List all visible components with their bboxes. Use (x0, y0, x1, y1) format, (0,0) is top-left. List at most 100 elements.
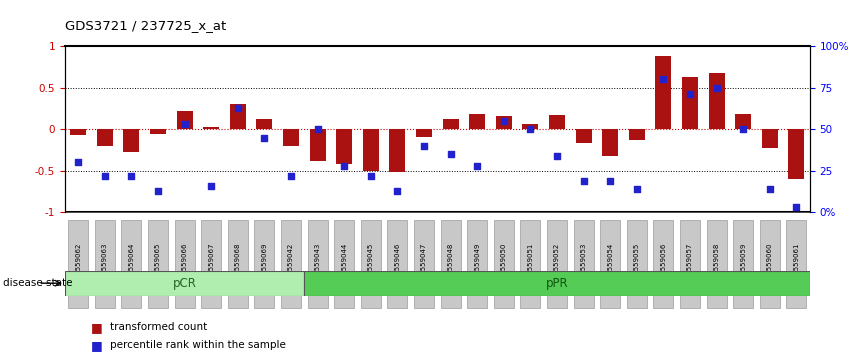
Bar (177, 111, 192, 129)
FancyBboxPatch shape (307, 220, 327, 308)
Text: GSM559062: GSM559062 (75, 243, 81, 285)
FancyBboxPatch shape (600, 220, 620, 308)
Point (231, 105, 245, 110)
Point (71, 160, 85, 165)
Text: ■: ■ (91, 321, 103, 334)
Bar (656, 56, 671, 129)
Bar (204, 127, 219, 129)
Point (125, 173, 139, 179)
Point (736, 126, 750, 132)
Text: GSM559065: GSM559065 (155, 243, 161, 285)
Point (311, 126, 325, 132)
Bar (304, 271, 810, 296)
FancyBboxPatch shape (281, 220, 301, 308)
Bar (97, 129, 113, 146)
Point (443, 152, 457, 157)
FancyBboxPatch shape (361, 220, 381, 308)
Text: GSM559043: GSM559043 (314, 243, 320, 285)
FancyBboxPatch shape (707, 220, 727, 308)
Text: GSM559047: GSM559047 (421, 243, 427, 285)
Bar (124, 129, 139, 152)
FancyBboxPatch shape (654, 220, 674, 308)
Text: GSM559063: GSM559063 (102, 243, 108, 285)
Point (204, 183, 218, 189)
FancyBboxPatch shape (175, 220, 195, 308)
Point (604, 178, 617, 184)
Bar (762, 129, 778, 148)
Text: GSM559060: GSM559060 (766, 243, 772, 285)
FancyBboxPatch shape (148, 220, 168, 308)
Bar (363, 129, 378, 171)
FancyBboxPatch shape (334, 220, 354, 308)
Bar (682, 77, 698, 129)
Point (523, 126, 537, 132)
Bar (229, 104, 246, 129)
Text: pPR: pPR (546, 277, 568, 290)
FancyBboxPatch shape (547, 220, 567, 308)
FancyBboxPatch shape (121, 220, 141, 308)
FancyBboxPatch shape (387, 220, 407, 308)
Bar (708, 73, 725, 129)
Point (763, 186, 777, 192)
Point (577, 178, 591, 184)
Bar (522, 124, 539, 129)
Bar (310, 129, 326, 161)
FancyBboxPatch shape (786, 220, 806, 308)
Bar (788, 129, 805, 179)
Point (257, 135, 271, 140)
Point (470, 163, 484, 169)
Point (683, 91, 697, 97)
Bar (150, 129, 166, 134)
Text: GSM559044: GSM559044 (341, 243, 347, 285)
Text: pCR: pCR (172, 277, 197, 290)
Text: GSM559068: GSM559068 (235, 243, 241, 285)
FancyBboxPatch shape (414, 220, 434, 308)
Text: GSM559049: GSM559049 (475, 243, 481, 285)
Bar (336, 129, 352, 164)
Point (391, 188, 404, 194)
Point (178, 121, 191, 127)
Bar (576, 129, 591, 143)
Text: GSM559067: GSM559067 (208, 243, 214, 285)
Text: GSM559059: GSM559059 (740, 243, 746, 285)
FancyBboxPatch shape (68, 220, 88, 308)
FancyBboxPatch shape (680, 220, 700, 308)
Text: GSM559048: GSM559048 (448, 243, 454, 285)
FancyBboxPatch shape (734, 220, 753, 308)
Text: GSM559052: GSM559052 (554, 243, 560, 285)
Text: GSM559055: GSM559055 (634, 243, 640, 285)
Point (284, 173, 298, 179)
Bar (283, 129, 299, 146)
Bar (443, 119, 459, 129)
Text: GSM559057: GSM559057 (687, 243, 693, 285)
Text: percentile rank within the sample: percentile rank within the sample (110, 340, 286, 350)
FancyBboxPatch shape (759, 220, 779, 308)
Bar (390, 129, 405, 172)
Bar (70, 129, 87, 135)
Text: disease state: disease state (3, 278, 72, 288)
Text: transformed count: transformed count (110, 322, 207, 332)
FancyBboxPatch shape (494, 220, 514, 308)
Point (417, 143, 431, 149)
Text: GSM559064: GSM559064 (128, 243, 134, 285)
Bar (602, 129, 618, 156)
Text: GSM559051: GSM559051 (527, 243, 533, 285)
Point (709, 85, 723, 91)
FancyBboxPatch shape (468, 220, 488, 308)
Text: GSM559045: GSM559045 (368, 243, 374, 285)
Text: GSM559042: GSM559042 (288, 243, 294, 285)
Point (550, 153, 564, 159)
Bar (629, 129, 645, 140)
FancyBboxPatch shape (441, 220, 461, 308)
Bar (416, 129, 432, 137)
Point (497, 118, 511, 124)
Text: GSM559061: GSM559061 (793, 243, 799, 285)
Text: ■: ■ (91, 339, 103, 352)
Bar (549, 115, 565, 129)
Point (151, 188, 165, 194)
FancyBboxPatch shape (255, 220, 275, 308)
Bar (65, 271, 304, 296)
Text: GSM559069: GSM559069 (262, 243, 268, 285)
FancyBboxPatch shape (573, 220, 593, 308)
Point (98, 173, 112, 179)
